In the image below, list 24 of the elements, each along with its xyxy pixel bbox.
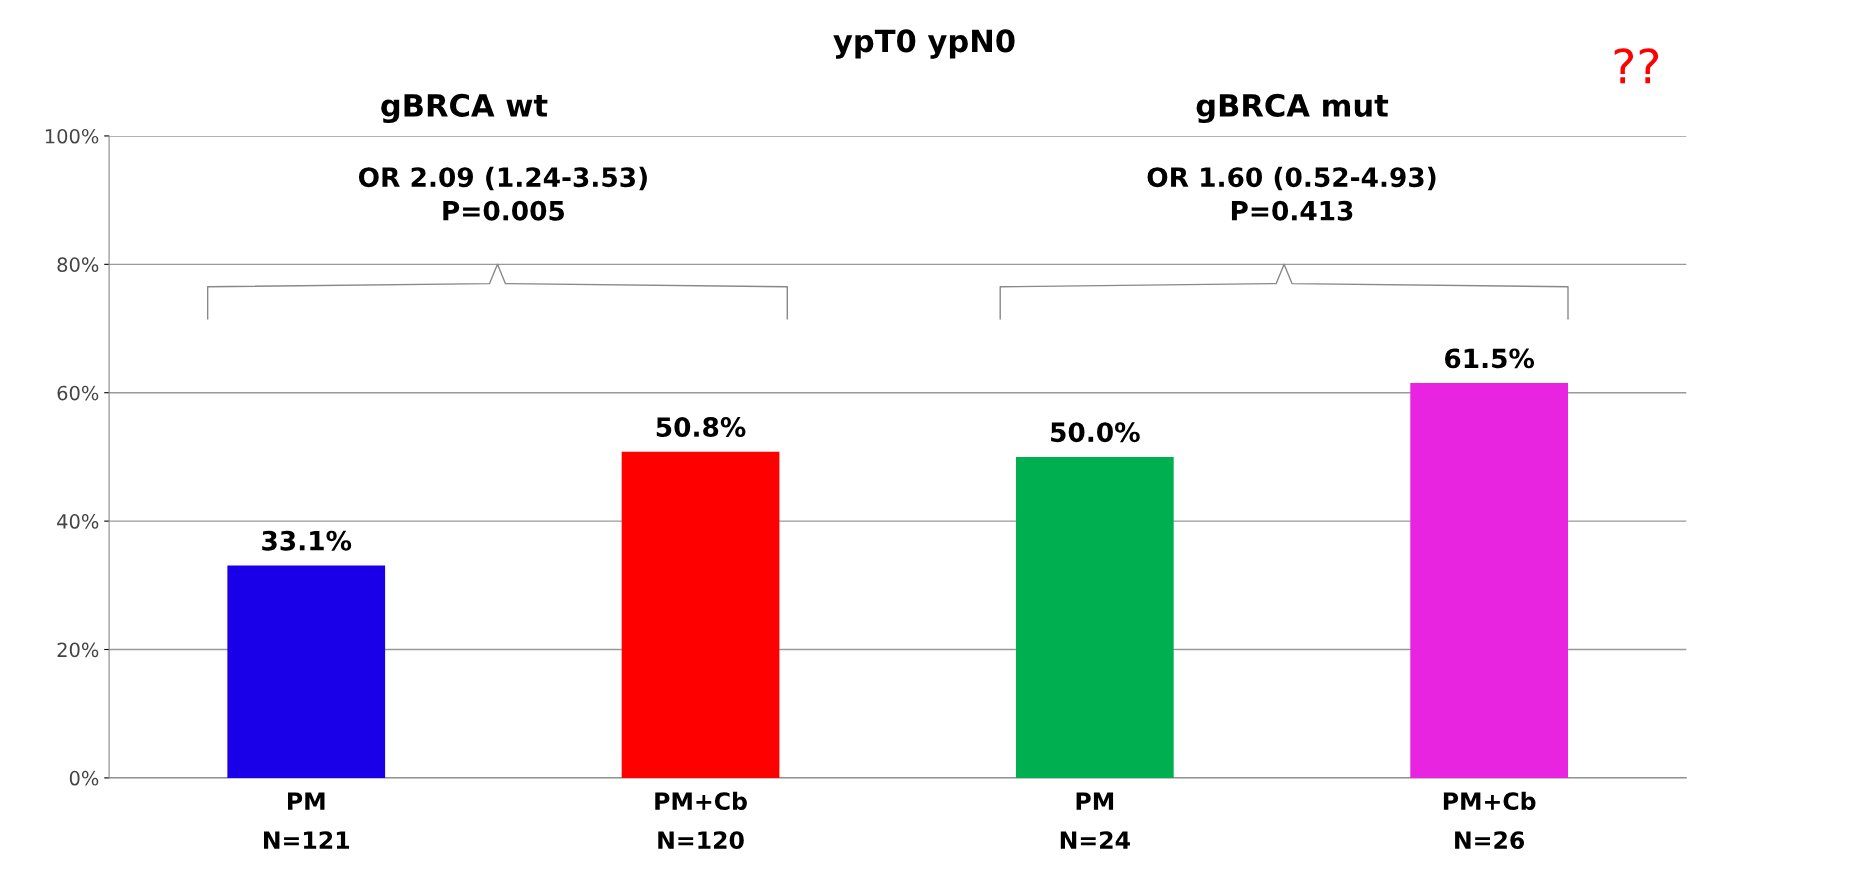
x-tick-label: PM+Cb N=120: [655, 791, 747, 850]
y-tick-label: 60%: [57, 385, 99, 401]
data-label: 50.8%: [656, 417, 746, 438]
text: gBRCA mut: [1196, 93, 1389, 124]
y-tick-label: 40%: [57, 514, 99, 529]
bar: [1410, 383, 1568, 778]
x-tick-label: PM N=121: [264, 792, 350, 849]
data-label: 50.0%: [1051, 422, 1140, 443]
bar: [1015, 456, 1174, 778]
annotation: OR 1.60 (0.52-4.93) P=0.413: [1147, 166, 1436, 221]
data-label: 33.1%: [262, 530, 352, 551]
bar: [621, 451, 780, 778]
text: gBRCA wt: [381, 93, 548, 124]
annotation: OR 2.09 (1.24-3.53) P=0.005: [358, 166, 647, 221]
y-tick-label: 80%: [57, 257, 99, 272]
y-tick-label: 20%: [57, 642, 99, 658]
y-tick-label: 0%: [69, 770, 99, 786]
x-tick-label: PM+Cb N=26: [1443, 791, 1536, 850]
chart-title: ypT0 ypN0: [833, 29, 1015, 59]
data-label: 61.5%: [1445, 348, 1535, 369]
y-tick-label: 100%: [45, 128, 99, 144]
x-tick-label: PM N=24: [1060, 792, 1130, 849]
bar: [227, 565, 386, 778]
text: ??: [1614, 48, 1659, 84]
